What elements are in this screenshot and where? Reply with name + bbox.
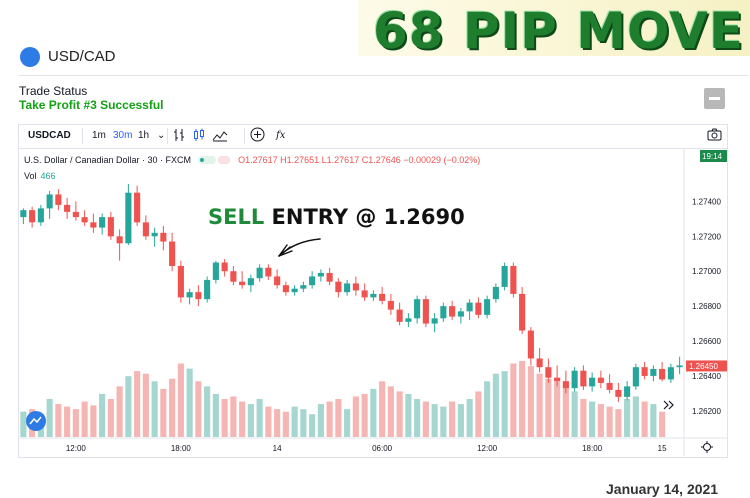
add-indicator-plus-icon[interactable] — [250, 127, 265, 145]
legend-toggle-icon[interactable] — [217, 156, 230, 164]
toolbar-divider — [244, 128, 245, 144]
sell-entry-annotation: SELL ENTRY @ 1.2690 — [208, 205, 465, 229]
volume-value: 466 — [40, 171, 56, 181]
trade-status-label: Trade Status — [19, 84, 88, 98]
area-chart-icon[interactable] — [212, 128, 228, 145]
header-divider — [18, 75, 748, 76]
entry-text: ENTRY @ 1.2690 — [264, 205, 465, 229]
sell-word: SELL — [208, 205, 265, 229]
symbol-logo-icon — [20, 47, 40, 67]
footer-date: January 14, 2021 — [606, 481, 719, 497]
interval-1h-button[interactable]: 1h — [138, 130, 150, 141]
interval-1m-button[interactable]: 1m — [92, 130, 106, 141]
interval-30m-button[interactable]: 30m — [113, 130, 133, 141]
market-status-icon — [197, 156, 216, 164]
chart-legend: U.S. Dollar / Canadian Dollar · 30 · FXC… — [24, 155, 480, 165]
chart-toolbar: USDCAD 1m 30m 1h ⌄ fx — [18, 124, 727, 149]
chart-widget[interactable] — [18, 124, 728, 458]
collapse-button[interactable] — [704, 88, 725, 109]
toolbar-divider — [167, 128, 168, 144]
volume-legend: Vol 466 — [24, 171, 56, 181]
symbol-search-button[interactable]: USDCAD — [28, 130, 71, 141]
compare-bars-icon[interactable] — [173, 128, 185, 145]
indicators-fx-icon[interactable]: fx — [276, 130, 286, 141]
toolbar-divider — [82, 128, 83, 144]
headline-banner: 68 PIP MOVE — [358, 0, 750, 60]
legend-ohlc-values: O1.27617 H1.27651 L1.27617 C1.27646 −0.0… — [238, 155, 481, 165]
symbol-title: USD/CAD — [48, 48, 116, 65]
volume-label: Vol — [24, 171, 37, 181]
camera-snapshot-icon[interactable] — [707, 128, 722, 144]
legend-pair-name: U.S. Dollar / Canadian Dollar · 30 · FXC… — [24, 155, 192, 165]
interval-dropdown-chevron-down-icon[interactable]: ⌄ — [157, 130, 166, 141]
headline-text: 68 PIP MOVE — [372, 2, 744, 60]
candles-style-icon[interactable] — [193, 128, 205, 145]
trade-status-value: Take Profit #3 Successful — [19, 98, 164, 112]
